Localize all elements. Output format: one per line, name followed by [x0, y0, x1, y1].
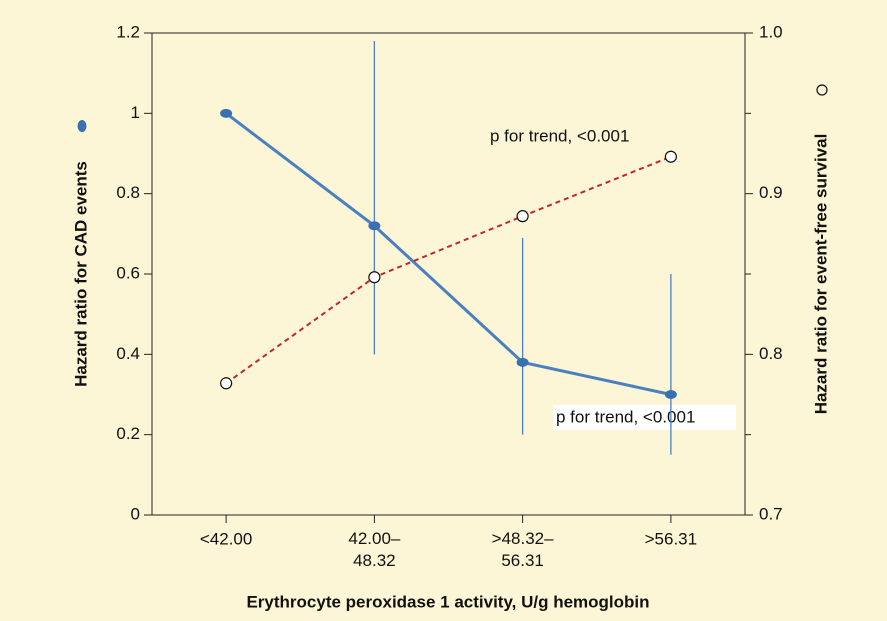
plot-area — [151, 32, 746, 516]
y2-tick-label: 0.7 — [759, 504, 783, 523]
annotation: p for trend, <0.001 — [490, 126, 629, 145]
series-line — [225, 155, 672, 385]
y2-tick-label: 0.8 — [759, 344, 783, 363]
point — [368, 221, 381, 231]
y2-tick-label: 1.0 — [759, 22, 783, 41]
y-tick-label: 0.6 — [116, 263, 140, 282]
y-axis-title: Hazard ratio for CAD events — [71, 161, 90, 387]
legend-marker — [816, 84, 828, 96]
y2-axis-title: Hazard ratio for event-free survival — [811, 134, 830, 415]
y-tick-label: 0 — [131, 504, 140, 523]
series-line — [225, 112, 672, 396]
y-tick-label: 0.8 — [116, 183, 140, 202]
point — [368, 271, 381, 284]
point — [220, 377, 233, 390]
y-tick-label: 1.2 — [116, 22, 140, 41]
point — [516, 357, 529, 367]
y-tick-label: 1 — [131, 103, 140, 122]
y-tick-label: 0.2 — [116, 424, 140, 443]
legend-marker — [77, 120, 87, 132]
x-axis-title: Erythrocyte peroxidase 1 activity, U/g h… — [246, 592, 649, 611]
x-tick-label: >56.31 — [645, 529, 697, 548]
point — [664, 150, 677, 163]
point — [220, 108, 233, 118]
point — [516, 210, 529, 223]
x-tick-label: <42.00 — [200, 529, 252, 548]
x-tick-label: >48.32– 56.31 — [492, 529, 554, 570]
annotation: p for trend, <0.001 — [556, 407, 695, 426]
y2-tick-label: 0.9 — [759, 183, 783, 202]
x-tick-label: 42.00– 48.32 — [348, 529, 401, 570]
y-tick-label: 0.4 — [116, 344, 140, 363]
point — [664, 390, 677, 399]
annotation-bg — [553, 405, 736, 430]
